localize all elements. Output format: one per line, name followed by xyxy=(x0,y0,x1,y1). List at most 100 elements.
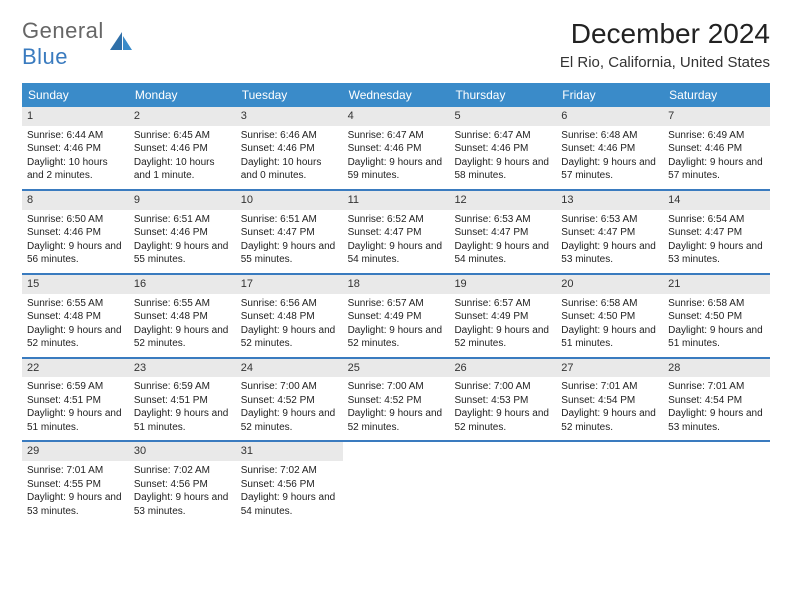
day-cell: 2Sunrise: 6:45 AMSunset: 4:46 PMDaylight… xyxy=(129,107,236,189)
sunrise-text: Sunrise: 7:02 AM xyxy=(241,464,338,478)
title-block: December 2024 El Rio, California, United… xyxy=(560,18,770,71)
sunrise-text: Sunrise: 7:00 AM xyxy=(348,380,445,394)
sunrise-text: Sunrise: 7:00 AM xyxy=(454,380,551,394)
day-cell: 29Sunrise: 7:01 AMSunset: 4:55 PMDayligh… xyxy=(22,442,129,524)
day-number: 4 xyxy=(343,107,450,126)
sunrise-text: Sunrise: 6:56 AM xyxy=(241,297,338,311)
sail-icon xyxy=(108,30,134,60)
day-body: Sunrise: 6:53 AMSunset: 4:47 PMDaylight:… xyxy=(449,210,556,273)
day-number: 7 xyxy=(663,107,770,126)
daylight-text: Daylight: 9 hours and 51 minutes. xyxy=(134,407,231,434)
day-body: Sunrise: 6:48 AMSunset: 4:46 PMDaylight:… xyxy=(556,126,663,189)
day-number: 3 xyxy=(236,107,343,126)
day-cell: 30Sunrise: 7:02 AMSunset: 4:56 PMDayligh… xyxy=(129,442,236,524)
daylight-text: Daylight: 9 hours and 56 minutes. xyxy=(27,240,124,267)
day-cell: 20Sunrise: 6:58 AMSunset: 4:50 PMDayligh… xyxy=(556,275,663,357)
calendar: SundayMondayTuesdayWednesdayThursdayFrid… xyxy=(22,83,770,524)
day-number: 23 xyxy=(129,359,236,378)
logo-text: General Blue xyxy=(22,18,104,70)
sunrise-text: Sunrise: 6:58 AM xyxy=(668,297,765,311)
day-number: 28 xyxy=(663,359,770,378)
day-cell: 5Sunrise: 6:47 AMSunset: 4:46 PMDaylight… xyxy=(449,107,556,189)
day-body: Sunrise: 7:01 AMSunset: 4:55 PMDaylight:… xyxy=(22,461,129,524)
daylight-text: Daylight: 9 hours and 53 minutes. xyxy=(561,240,658,267)
sunset-text: Sunset: 4:47 PM xyxy=(348,226,445,240)
day-body: Sunrise: 7:02 AMSunset: 4:56 PMDaylight:… xyxy=(129,461,236,524)
sunset-text: Sunset: 4:46 PM xyxy=(454,142,551,156)
sunset-text: Sunset: 4:46 PM xyxy=(348,142,445,156)
day-header: Tuesday xyxy=(236,83,343,107)
day-cell xyxy=(449,442,556,524)
day-body: Sunrise: 6:47 AMSunset: 4:46 PMDaylight:… xyxy=(449,126,556,189)
day-number: 1 xyxy=(22,107,129,126)
week-row: 8Sunrise: 6:50 AMSunset: 4:46 PMDaylight… xyxy=(22,191,770,275)
day-cell: 8Sunrise: 6:50 AMSunset: 4:46 PMDaylight… xyxy=(22,191,129,273)
day-body: Sunrise: 6:56 AMSunset: 4:48 PMDaylight:… xyxy=(236,294,343,357)
sunrise-text: Sunrise: 6:53 AM xyxy=(561,213,658,227)
sunrise-text: Sunrise: 7:01 AM xyxy=(27,464,124,478)
day-header: Sunday xyxy=(22,83,129,107)
daylight-text: Daylight: 9 hours and 52 minutes. xyxy=(348,407,445,434)
day-cell: 28Sunrise: 7:01 AMSunset: 4:54 PMDayligh… xyxy=(663,359,770,441)
day-body: Sunrise: 6:47 AMSunset: 4:46 PMDaylight:… xyxy=(343,126,450,189)
day-number: 24 xyxy=(236,359,343,378)
month-title: December 2024 xyxy=(560,18,770,50)
day-number: 14 xyxy=(663,191,770,210)
day-body: Sunrise: 7:00 AMSunset: 4:52 PMDaylight:… xyxy=(343,377,450,440)
daylight-text: Daylight: 9 hours and 54 minutes. xyxy=(454,240,551,267)
day-cell: 10Sunrise: 6:51 AMSunset: 4:47 PMDayligh… xyxy=(236,191,343,273)
sunset-text: Sunset: 4:51 PM xyxy=(134,394,231,408)
daylight-text: Daylight: 9 hours and 52 minutes. xyxy=(134,324,231,351)
day-body: Sunrise: 6:54 AMSunset: 4:47 PMDaylight:… xyxy=(663,210,770,273)
daylight-text: Daylight: 9 hours and 51 minutes. xyxy=(668,324,765,351)
day-cell: 12Sunrise: 6:53 AMSunset: 4:47 PMDayligh… xyxy=(449,191,556,273)
day-cell: 7Sunrise: 6:49 AMSunset: 4:46 PMDaylight… xyxy=(663,107,770,189)
sunrise-text: Sunrise: 7:02 AM xyxy=(134,464,231,478)
logo-part2: Blue xyxy=(22,44,68,69)
day-number: 9 xyxy=(129,191,236,210)
day-number: 8 xyxy=(22,191,129,210)
day-body: Sunrise: 6:59 AMSunset: 4:51 PMDaylight:… xyxy=(129,377,236,440)
sunset-text: Sunset: 4:46 PM xyxy=(134,226,231,240)
daylight-text: Daylight: 9 hours and 53 minutes. xyxy=(668,240,765,267)
day-cell: 9Sunrise: 6:51 AMSunset: 4:46 PMDaylight… xyxy=(129,191,236,273)
day-cell: 31Sunrise: 7:02 AMSunset: 4:56 PMDayligh… xyxy=(236,442,343,524)
day-number: 25 xyxy=(343,359,450,378)
sunset-text: Sunset: 4:46 PM xyxy=(27,142,124,156)
week-row: 15Sunrise: 6:55 AMSunset: 4:48 PMDayligh… xyxy=(22,275,770,359)
day-body: Sunrise: 7:00 AMSunset: 4:52 PMDaylight:… xyxy=(236,377,343,440)
logo: General Blue xyxy=(22,18,134,70)
day-cell: 18Sunrise: 6:57 AMSunset: 4:49 PMDayligh… xyxy=(343,275,450,357)
week-row: 22Sunrise: 6:59 AMSunset: 4:51 PMDayligh… xyxy=(22,359,770,443)
day-headers-row: SundayMondayTuesdayWednesdayThursdayFrid… xyxy=(22,83,770,107)
day-number: 11 xyxy=(343,191,450,210)
daylight-text: Daylight: 9 hours and 53 minutes. xyxy=(27,491,124,518)
sunset-text: Sunset: 4:52 PM xyxy=(241,394,338,408)
day-cell xyxy=(343,442,450,524)
day-cell: 15Sunrise: 6:55 AMSunset: 4:48 PMDayligh… xyxy=(22,275,129,357)
day-number: 21 xyxy=(663,275,770,294)
day-number: 26 xyxy=(449,359,556,378)
day-body: Sunrise: 6:52 AMSunset: 4:47 PMDaylight:… xyxy=(343,210,450,273)
day-cell: 16Sunrise: 6:55 AMSunset: 4:48 PMDayligh… xyxy=(129,275,236,357)
day-cell: 22Sunrise: 6:59 AMSunset: 4:51 PMDayligh… xyxy=(22,359,129,441)
day-number: 31 xyxy=(236,442,343,461)
day-cell: 25Sunrise: 7:00 AMSunset: 4:52 PMDayligh… xyxy=(343,359,450,441)
daylight-text: Daylight: 9 hours and 55 minutes. xyxy=(241,240,338,267)
sunset-text: Sunset: 4:46 PM xyxy=(27,226,124,240)
day-cell: 23Sunrise: 6:59 AMSunset: 4:51 PMDayligh… xyxy=(129,359,236,441)
sunrise-text: Sunrise: 7:01 AM xyxy=(561,380,658,394)
daylight-text: Daylight: 9 hours and 52 minutes. xyxy=(27,324,124,351)
day-number: 10 xyxy=(236,191,343,210)
day-cell xyxy=(556,442,663,524)
sunrise-text: Sunrise: 6:51 AM xyxy=(241,213,338,227)
day-header: Saturday xyxy=(663,83,770,107)
sunrise-text: Sunrise: 6:58 AM xyxy=(561,297,658,311)
day-number: 2 xyxy=(129,107,236,126)
sunrise-text: Sunrise: 6:59 AM xyxy=(134,380,231,394)
daylight-text: Daylight: 9 hours and 57 minutes. xyxy=(668,156,765,183)
day-body: Sunrise: 6:58 AMSunset: 4:50 PMDaylight:… xyxy=(556,294,663,357)
day-header: Thursday xyxy=(449,83,556,107)
daylight-text: Daylight: 10 hours and 1 minute. xyxy=(134,156,231,183)
day-number: 15 xyxy=(22,275,129,294)
